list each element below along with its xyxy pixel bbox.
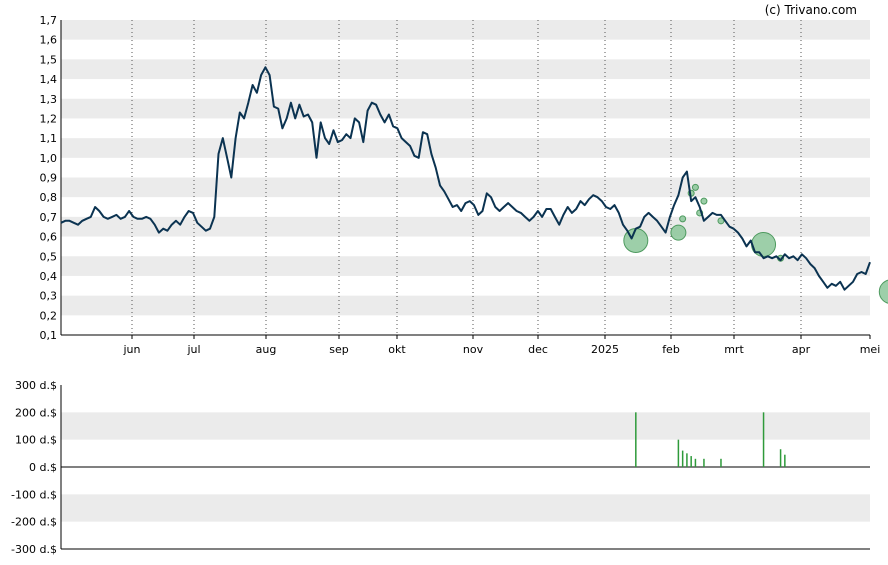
price-x-tick-label: sep	[329, 343, 348, 356]
volume-y-tick-label: -100 d.$	[11, 488, 57, 501]
volume-bar	[762, 412, 765, 467]
price-y-tick-label: 0,2	[40, 309, 58, 322]
price-grid-band	[61, 20, 870, 40]
price-grid-band	[61, 98, 870, 119]
price-grid-band	[61, 295, 870, 316]
transaction-marker	[691, 183, 699, 191]
transaction-marker	[670, 224, 687, 241]
volume-bar	[681, 450, 684, 467]
price-y-tick-label: 1,4	[40, 73, 58, 86]
volume-y-tick-label: 100 d.$	[15, 434, 57, 447]
volume-grid-band	[61, 494, 870, 522]
volume-bar	[779, 449, 782, 467]
price-x-tick-label: 2025	[591, 343, 619, 356]
price-y-tick-label: 1,1	[40, 132, 58, 145]
volume-bar	[784, 454, 786, 467]
price-y-tick-label: 1,6	[40, 34, 58, 47]
price-y-tick-label: 1,2	[40, 112, 58, 125]
price-y-tick-label: 0,6	[40, 231, 58, 244]
price-y-tick-label: 0,5	[40, 250, 58, 263]
copyright-label: (c) Trivano.com	[765, 3, 857, 17]
price-y-tick-label: 0,1	[40, 329, 58, 342]
price-x-tick-label: aug	[256, 343, 277, 356]
transaction-marker	[700, 197, 708, 205]
price-grid-band	[61, 177, 870, 198]
volume-y-tick-label: 200 d.$	[15, 406, 57, 419]
price-panel: 1,7 1,6 1,5 1,4 1,3 1,2 1,1 1,0 0,9 0,8 0,7 0,6 0,5 0…	[40, 14, 888, 356]
price-x-tick-label: dec	[528, 343, 548, 356]
price-y-tick-label: 0,3	[40, 290, 58, 303]
transaction-marker	[717, 217, 725, 225]
price-grid-band	[61, 256, 870, 276]
volume-y-tick-label: -200 d.$	[11, 516, 57, 529]
price-y-tick-label: 1,7	[40, 14, 58, 27]
volume-bar	[720, 458, 722, 467]
price-x-tick-label: apr	[792, 343, 811, 356]
volume-bar	[677, 439, 680, 467]
volume-bar	[694, 458, 697, 467]
price-series-line	[60, 66, 871, 291]
price-y-tick-label: 1,5	[40, 53, 58, 66]
volume-bar	[703, 458, 705, 467]
price-grid-band	[61, 138, 870, 158]
price-x-tick-label: mei	[860, 343, 881, 356]
volume-bar	[635, 412, 637, 467]
price-y-tick-label: 1,0	[40, 152, 58, 165]
volume-y-tick-label: 0 d.$	[29, 461, 57, 474]
volume-grid-band	[61, 412, 870, 440]
volume-bar	[690, 456, 692, 467]
price-y-tick-label: 0,8	[40, 191, 58, 204]
price-x-tick-label: feb	[662, 343, 680, 356]
volume-y-tick-label: -300 d.$	[11, 543, 57, 556]
price-y-tick-label: 1,3	[40, 93, 58, 106]
price-y-tick-label: 0,9	[40, 172, 58, 185]
transaction-marker	[878, 279, 888, 304]
price-y-tick-label: 0,4	[40, 270, 58, 283]
price-x-tick-label: nov	[463, 343, 484, 356]
transaction-marker	[679, 215, 687, 223]
volume-bar	[686, 453, 688, 467]
price-grid-band	[61, 59, 870, 80]
volume-panel: 300 d.$ 200 d.$ 100 d.$ 0 d.$ -100 d.$ -200 d…	[11, 379, 870, 556]
price-y-tick-label: 0,7	[40, 211, 58, 224]
price-x-tick-label: mrt	[724, 343, 744, 356]
price-x-tick-label: jul	[186, 343, 200, 356]
price-x-tick-label: jun	[123, 343, 141, 356]
volume-y-tick-label: 300 d.$	[15, 379, 57, 392]
price-x-tick-label: okt	[388, 343, 406, 356]
